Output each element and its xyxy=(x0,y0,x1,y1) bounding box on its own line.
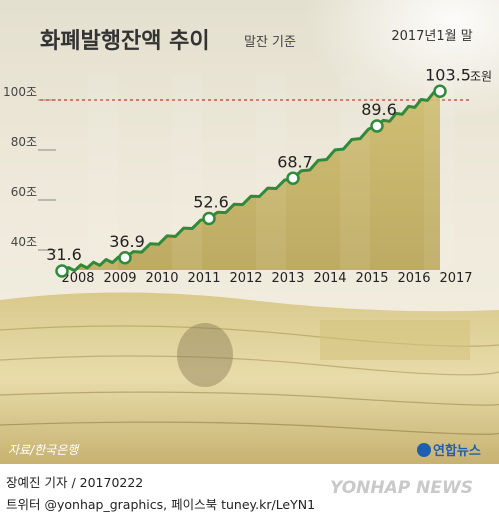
area-stripe xyxy=(340,75,370,270)
data-label: 36.9 xyxy=(109,232,145,251)
x-tick-label: 2009 xyxy=(103,271,136,286)
data-point-marker xyxy=(118,251,132,265)
area-stripes xyxy=(88,75,454,270)
x-tick-label: 2012 xyxy=(229,271,262,286)
data-point-marker xyxy=(55,264,69,278)
last-point-unit: 조원 xyxy=(470,69,492,83)
x-tick-label: 2013 xyxy=(271,271,304,286)
area-fill xyxy=(62,91,440,271)
logo-text: 연합뉴스 xyxy=(433,443,481,459)
x-tick-label: 2017 xyxy=(439,271,472,286)
area-stripe xyxy=(256,75,286,270)
x-tick-label: 2010 xyxy=(145,271,178,286)
last-point-note: 2017년1월 말 xyxy=(391,29,472,44)
banknote-pile-image xyxy=(0,292,499,464)
area-stripe xyxy=(172,75,202,270)
yonhap-logo: 연합뉴스 xyxy=(417,443,481,459)
y-tick-label: 80조 xyxy=(11,135,37,149)
source-label: 자료/한국은행 xyxy=(8,443,80,457)
y-axis: 40조 60조 80조 100조 xyxy=(3,85,56,251)
chart-subtitle: 말잔 기준 xyxy=(244,35,296,50)
area-stripe xyxy=(424,75,454,270)
data-label: 68.7 xyxy=(277,152,313,171)
x-tick-label: 2014 xyxy=(313,271,346,286)
data-point-marker xyxy=(202,211,216,226)
chart-title: 화폐발행잔액 추이 xyxy=(40,29,210,54)
y-tick-label: 100조 xyxy=(3,85,37,99)
x-tick-label: 2015 xyxy=(355,271,388,286)
data-label: 103.5 xyxy=(425,65,471,84)
data-label: 31.6 xyxy=(46,245,82,264)
x-axis: 2008 2009 2010 2011 2012 2013 2014 2015 2016 2017 xyxy=(61,271,472,286)
area-stripe xyxy=(88,75,118,270)
footer: 장예진 기자 / 20170222 트위터 @yonhap_graphics, … xyxy=(0,464,499,516)
data-label: 89.6 xyxy=(361,100,397,119)
y-tick-label: 60조 xyxy=(11,185,37,199)
reporter-credit: 장예진 기자 / 20170222 xyxy=(6,475,144,490)
series-line xyxy=(61,89,441,273)
data-point-marker xyxy=(370,119,384,133)
data-point-marker xyxy=(286,171,300,185)
sns-credit: 트위터 @yonhap_graphics, 페이스북 tuney.kr/LeYN… xyxy=(6,497,316,512)
watermark: YONHAP NEWS xyxy=(330,478,473,498)
x-tick-label: 2011 xyxy=(187,271,220,286)
y-tick-label: 40조 xyxy=(11,235,37,249)
data-point-marker xyxy=(433,84,447,98)
data-label: 52.6 xyxy=(193,193,229,212)
data-markers: 31.6 36.9 52.6 68.7 89.6 103.5 조원 xyxy=(46,65,492,278)
x-tick-label: 2008 xyxy=(61,271,94,286)
x-tick-label: 2016 xyxy=(397,271,430,286)
